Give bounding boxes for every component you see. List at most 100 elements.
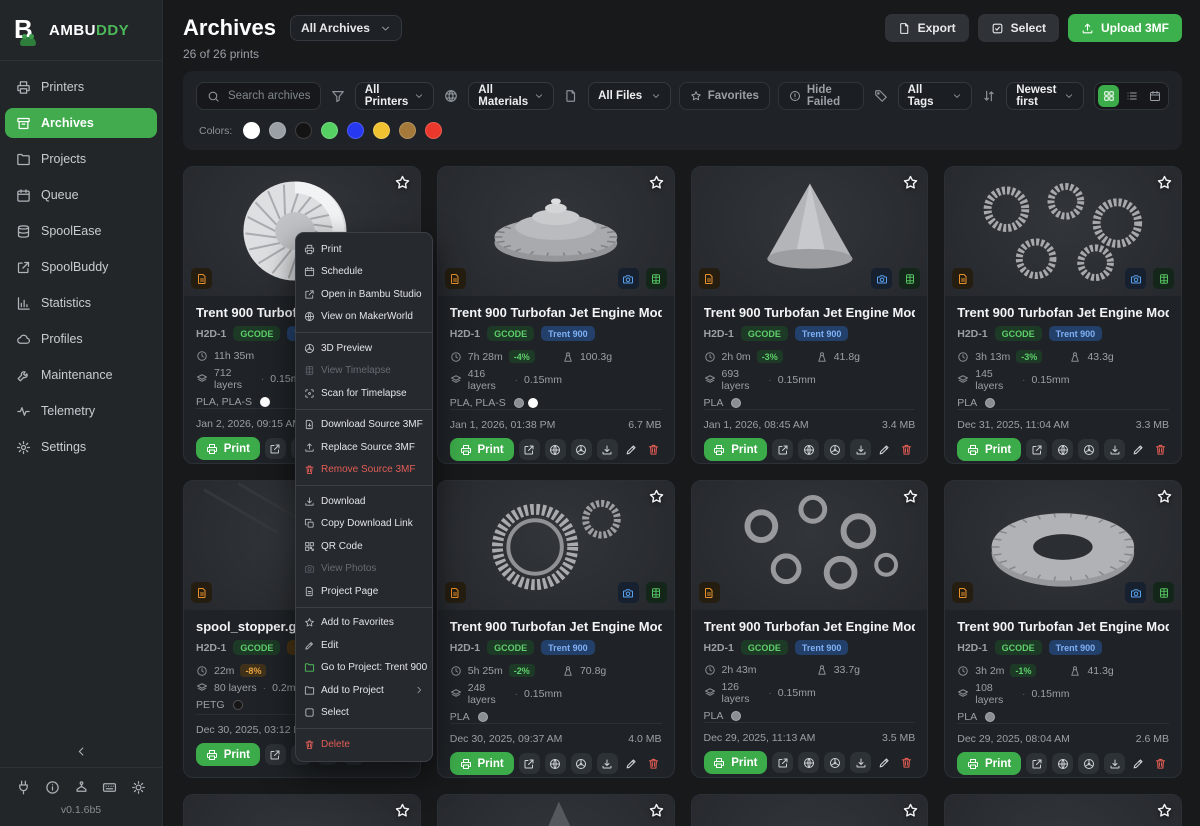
sidebar-item-queue[interactable]: Queue — [5, 180, 157, 210]
preview-3d-button[interactable] — [571, 439, 592, 460]
color-swatch-5[interactable] — [373, 122, 390, 139]
color-swatch-4[interactable] — [347, 122, 364, 139]
archive-card[interactable]: Trent 900 Turbofan Jet Engine Model H2D-… — [944, 480, 1182, 778]
sidebar-item-spoolbuddy[interactable]: SpoolBuddy — [5, 252, 157, 282]
menu-item-replace-source-3mf[interactable]: Replace Source 3MF — [296, 436, 432, 459]
open-external-button[interactable] — [1026, 753, 1047, 774]
project-badge[interactable]: Trent 900 — [795, 326, 849, 341]
archive-card[interactable] — [183, 794, 421, 826]
info-icon[interactable] — [45, 780, 60, 795]
hide-failed-filter-button[interactable]: Hide Failed — [778, 82, 864, 110]
makerworld-button[interactable] — [798, 439, 819, 460]
color-swatch-0[interactable] — [243, 122, 260, 139]
keyboard-icon[interactable] — [102, 780, 117, 795]
sidebar-collapse-button[interactable] — [0, 738, 162, 768]
archive-card[interactable]: Trent 900 Turbofan Jet Engine Model H2D-… — [691, 480, 929, 778]
open-external-button[interactable] — [519, 439, 540, 460]
favorite-star-button[interactable] — [648, 488, 666, 506]
archive-card[interactable] — [437, 794, 675, 826]
calendar-view-button[interactable] — [1144, 85, 1165, 107]
project-badge[interactable]: Trent 900 — [541, 326, 595, 341]
print-button[interactable]: Print — [957, 438, 1021, 461]
sidebar-item-projects[interactable]: Projects — [5, 144, 157, 174]
print-button[interactable]: Print — [704, 751, 768, 774]
makerworld-button[interactable] — [1052, 753, 1073, 774]
grid-view-button[interactable] — [1098, 85, 1119, 107]
list-view-button[interactable] — [1121, 85, 1142, 107]
plug-icon[interactable] — [16, 780, 31, 795]
download-button[interactable] — [597, 439, 618, 460]
favorite-star-button[interactable] — [901, 802, 919, 820]
sidebar-item-profiles[interactable]: Profiles — [5, 324, 157, 354]
preview-3d-button[interactable] — [571, 753, 592, 774]
sidebar-item-settings[interactable]: Settings — [5, 432, 157, 462]
menu-item-scan-for-timelapse[interactable]: Scan for Timelapse — [296, 382, 432, 405]
sidebar-item-spoolease[interactable]: SpoolEase — [5, 216, 157, 246]
preview-3d-button[interactable] — [824, 439, 845, 460]
color-swatch-2[interactable] — [295, 122, 312, 139]
sidebar-item-printers[interactable]: Printers — [5, 72, 157, 102]
makerworld-button[interactable] — [545, 439, 566, 460]
print-button[interactable]: Print — [196, 437, 260, 460]
open-external-button[interactable] — [265, 438, 286, 459]
upload-3mf-button[interactable]: Upload 3MF — [1068, 14, 1182, 42]
menu-item-delete[interactable]: Delete — [296, 733, 432, 756]
favorite-star-button[interactable] — [1155, 488, 1173, 506]
project-badge[interactable]: Trent 900 — [541, 640, 595, 655]
search-box[interactable] — [196, 82, 321, 110]
download-button[interactable] — [597, 753, 618, 774]
menu-item-add-to-favorites[interactable]: Add to Favorites — [296, 612, 432, 635]
menu-item-copy-download-link[interactable]: Copy Download Link — [296, 513, 432, 536]
materials-filter-select[interactable]: All Materials — [468, 82, 554, 110]
print-button[interactable]: Print — [196, 743, 260, 766]
delete-button[interactable] — [898, 752, 915, 773]
favorite-star-button[interactable] — [394, 802, 412, 820]
edit-button[interactable] — [1130, 439, 1147, 460]
menu-item-print[interactable]: Print — [296, 238, 432, 261]
print-button[interactable]: Print — [957, 752, 1021, 775]
archive-card[interactable]: Trent 900 Turbofan Jet Engine Model H2D-… — [691, 166, 929, 464]
delete-button[interactable] — [1152, 753, 1169, 774]
tags-filter-select[interactable]: All Tags — [898, 82, 973, 110]
menu-item-edit[interactable]: Edit — [296, 634, 432, 657]
edit-button[interactable] — [623, 439, 640, 460]
delete-button[interactable] — [898, 439, 915, 460]
project-badge[interactable]: Trent 900 — [1049, 326, 1103, 341]
sidebar-item-maintenance[interactable]: Maintenance — [5, 360, 157, 390]
menu-item-select[interactable]: Select — [296, 702, 432, 725]
edit-button[interactable] — [1130, 753, 1147, 774]
edit-button[interactable] — [876, 439, 893, 460]
preview-3d-button[interactable] — [1078, 439, 1099, 460]
open-external-button[interactable] — [772, 439, 793, 460]
menu-item-3d-preview[interactable]: 3D Preview — [296, 337, 432, 360]
project-badge[interactable]: Trent 900 — [1049, 640, 1103, 655]
menu-item-qr-code[interactable]: QR Code — [296, 535, 432, 558]
menu-item-download[interactable]: Download — [296, 490, 432, 513]
color-swatch-7[interactable] — [425, 122, 442, 139]
preview-3d-button[interactable] — [1078, 753, 1099, 774]
print-button[interactable]: Print — [450, 438, 514, 461]
export-button[interactable]: Export — [885, 14, 969, 42]
open-external-button[interactable] — [1026, 439, 1047, 460]
makerworld-button[interactable] — [798, 752, 819, 773]
delete-button[interactable] — [645, 439, 662, 460]
select-button[interactable]: Select — [978, 14, 1059, 42]
favorites-filter-button[interactable]: Favorites — [679, 82, 770, 110]
menu-item-open-in-bambu-studio[interactable]: Open in Bambu Studio — [296, 283, 432, 306]
download-button[interactable] — [850, 439, 871, 460]
archive-card[interactable] — [944, 794, 1182, 826]
printers-filter-select[interactable]: All Printers — [355, 82, 434, 110]
delete-button[interactable] — [1152, 439, 1169, 460]
print-button[interactable]: Print — [450, 752, 514, 775]
menu-item-add-to-project[interactable]: Add to Project — [296, 679, 432, 702]
sun-icon[interactable] — [131, 780, 146, 795]
delete-button[interactable] — [645, 753, 662, 774]
open-external-button[interactable] — [772, 752, 793, 773]
menu-item-go-to-project-trent-900[interactable]: Go to Project: Trent 900 — [296, 657, 432, 680]
color-swatch-6[interactable] — [399, 122, 416, 139]
preview-3d-button[interactable] — [824, 752, 845, 773]
print-button[interactable]: Print — [704, 438, 768, 461]
color-swatch-3[interactable] — [321, 122, 338, 139]
favorite-star-button[interactable] — [648, 802, 666, 820]
edit-button[interactable] — [876, 752, 893, 773]
